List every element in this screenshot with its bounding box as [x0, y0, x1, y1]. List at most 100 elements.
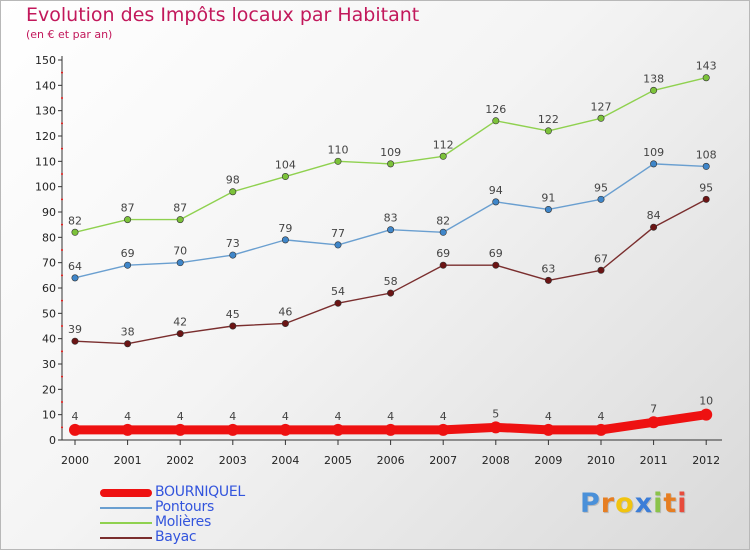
data-label-molieres: 138 — [643, 72, 664, 85]
data-label-bayac: 42 — [173, 316, 187, 329]
y-tick-label: 150 — [35, 54, 56, 67]
logo-letter: r — [600, 488, 616, 519]
legend-swatch-bayac — [100, 537, 152, 539]
point-bayac — [387, 289, 395, 297]
y-minor-tick — [61, 147, 63, 150]
y-minor-tick — [61, 249, 63, 251]
x-tick-label: 2011 — [640, 454, 668, 467]
axes: 0 10 20 30 40 50 60 70 80 90 100 110 120 130 140 150 200… — [35, 54, 722, 467]
x-tick-label: 2003 — [219, 454, 247, 467]
point-pontours — [544, 205, 552, 213]
data-label-bayac: 84 — [647, 209, 661, 222]
point-molieres — [544, 127, 552, 135]
data-label-pontours: 83 — [384, 212, 398, 225]
data-label-molieres: 127 — [591, 100, 612, 113]
point-bayac — [281, 319, 289, 327]
point-molieres — [439, 152, 447, 160]
y-minor-tick — [61, 274, 63, 277]
point-bourniquel — [700, 408, 713, 421]
legend-label-pontours: Pontours — [155, 499, 214, 515]
x-tick-label: 2005 — [324, 454, 352, 467]
data-label-molieres: 104 — [275, 159, 296, 172]
proxiti-logo: Proxiti — [580, 488, 688, 519]
data-label-bayac: 45 — [226, 308, 240, 321]
logo-letter: x — [634, 488, 654, 519]
chart-subtitle: (en € et par an) — [26, 28, 113, 41]
point-molieres — [387, 160, 395, 168]
y-tick-label: 70 — [42, 257, 56, 270]
point-molieres — [124, 216, 132, 224]
y-minor-tick — [61, 299, 63, 302]
y-tick-label: 0 — [49, 434, 56, 447]
point-molieres — [229, 188, 237, 196]
logo-letter: o — [615, 488, 635, 519]
data-label-molieres: 98 — [226, 174, 240, 187]
data-label-pontours: 82 — [436, 214, 450, 227]
point-bayac — [650, 223, 658, 231]
logo-letter: P — [580, 488, 601, 519]
point-pontours — [492, 198, 500, 206]
data-label-bourniquel: 4 — [387, 410, 394, 423]
y-tick-label: 30 — [42, 358, 56, 371]
series-layer — [69, 74, 713, 436]
x-tick-label: 2012 — [692, 454, 720, 467]
y-minor-tick — [61, 97, 63, 99]
data-label-bourniquel: 4 — [282, 410, 289, 423]
data-label-molieres: 143 — [696, 60, 717, 73]
data-label-pontours: 77 — [331, 227, 345, 240]
x-tick-label: 2002 — [166, 454, 194, 467]
data-label-pontours: 91 — [541, 191, 555, 204]
point-molieres — [281, 173, 289, 181]
point-bourniquel — [542, 423, 555, 436]
data-label-pontours: 64 — [68, 260, 82, 273]
y-minor-tick — [61, 375, 63, 378]
point-bourniquel — [384, 423, 397, 436]
data-label-bayac: 38 — [121, 326, 135, 339]
point-pontours — [176, 259, 184, 267]
data-label-bayac: 69 — [489, 247, 503, 260]
point-bourniquel — [437, 423, 450, 436]
legend-swatch-bourniquel — [100, 489, 152, 497]
point-bayac — [229, 322, 237, 330]
data-label-bourniquel: 4 — [229, 410, 236, 423]
data-label-pontours: 73 — [226, 237, 240, 250]
y-minor-tick — [61, 223, 63, 226]
data-label-bayac: 69 — [436, 247, 450, 260]
point-pontours — [387, 226, 395, 234]
point-molieres — [492, 117, 500, 125]
point-pontours — [702, 162, 710, 170]
legend-label-molieres: Molières — [155, 514, 211, 530]
data-label-bourniquel: 4 — [177, 410, 184, 423]
logo-letter: i — [653, 488, 664, 519]
logo-letter: i — [677, 488, 688, 519]
y-minor-tick — [61, 426, 63, 429]
point-bayac — [544, 276, 552, 284]
legend-swatch-pontours — [100, 507, 152, 509]
y-tick-label: 90 — [42, 206, 56, 219]
data-label-bayac: 54 — [331, 285, 345, 298]
data-label-bayac: 95 — [699, 181, 713, 194]
point-pontours — [650, 160, 658, 168]
data-label-molieres: 87 — [173, 202, 187, 215]
point-molieres — [334, 157, 342, 165]
data-label-pontours: 69 — [121, 247, 135, 260]
data-label-bourniquel: 5 — [492, 407, 499, 420]
point-pontours — [439, 228, 447, 236]
data-label-molieres: 122 — [538, 113, 559, 126]
x-tick-label: 2001 — [114, 454, 142, 467]
y-minor-tick — [61, 350, 63, 353]
point-pontours — [334, 241, 342, 249]
data-label-bourniquel: 4 — [124, 410, 131, 423]
logo-letter: t — [663, 488, 678, 519]
data-label-molieres: 126 — [485, 103, 506, 116]
point-pontours — [71, 274, 79, 282]
data-label-bourniquel: 4 — [598, 410, 605, 423]
legend-label-bourniquel: BOURNIQUEL — [155, 484, 245, 500]
data-label-molieres: 87 — [121, 202, 135, 215]
data-label-bayac: 46 — [278, 305, 292, 318]
data-label-bayac: 39 — [68, 323, 82, 336]
point-pontours — [229, 251, 237, 259]
